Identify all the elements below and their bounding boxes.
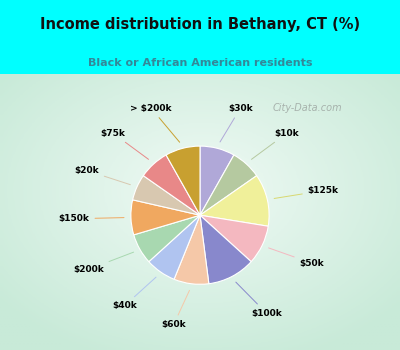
Text: $30k: $30k	[220, 104, 253, 142]
Text: $200k: $200k	[73, 252, 134, 274]
Wedge shape	[174, 215, 209, 284]
Wedge shape	[200, 146, 234, 215]
Text: $75k: $75k	[101, 129, 148, 159]
Wedge shape	[200, 215, 251, 284]
Wedge shape	[166, 146, 200, 215]
Wedge shape	[200, 176, 269, 226]
Wedge shape	[133, 176, 200, 215]
Text: Black or African American residents: Black or African American residents	[88, 58, 312, 68]
Wedge shape	[134, 215, 200, 262]
Text: $150k: $150k	[59, 214, 124, 223]
Text: $125k: $125k	[274, 186, 339, 198]
Text: City-Data.com: City-Data.com	[272, 103, 342, 113]
Text: Income distribution in Bethany, CT (%): Income distribution in Bethany, CT (%)	[40, 17, 360, 32]
Text: $10k: $10k	[252, 129, 299, 159]
Wedge shape	[149, 215, 200, 279]
Text: $40k: $40k	[112, 277, 156, 310]
Text: > $200k: > $200k	[130, 104, 180, 142]
Wedge shape	[131, 200, 200, 235]
Text: $100k: $100k	[236, 282, 282, 318]
Wedge shape	[200, 155, 257, 215]
Wedge shape	[200, 215, 268, 262]
Text: $50k: $50k	[269, 248, 324, 268]
Text: $20k: $20k	[74, 166, 130, 185]
Wedge shape	[143, 155, 200, 215]
Text: $60k: $60k	[161, 290, 190, 329]
